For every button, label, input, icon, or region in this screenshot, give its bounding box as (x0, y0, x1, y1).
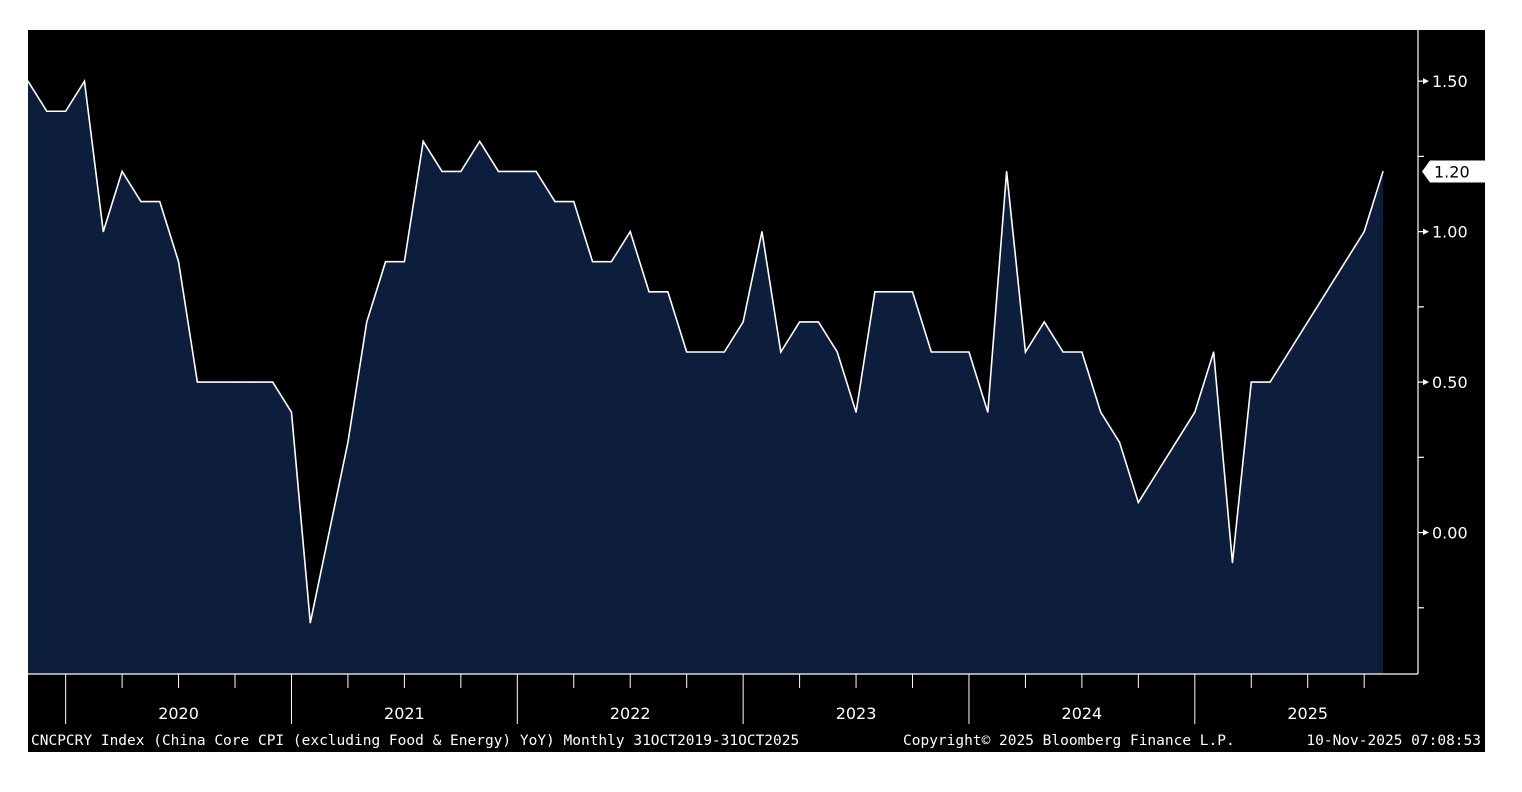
data-point (1100, 411, 1102, 413)
y-tick-marker (1423, 379, 1429, 386)
data-point (65, 110, 67, 112)
data-point (535, 170, 537, 173)
plot-area (27, 78, 1384, 674)
x-tick-label: 2022 (610, 704, 651, 723)
data-point (253, 381, 255, 383)
data-point (1175, 441, 1177, 443)
data-point (441, 170, 443, 173)
data-point (1081, 351, 1083, 353)
last-value-marker: 1.20 (1422, 160, 1488, 183)
data-point (121, 170, 123, 173)
data-point (1363, 231, 1365, 233)
data-point (309, 622, 311, 624)
data-point (1194, 411, 1196, 413)
y-tick-marker (1423, 529, 1429, 536)
data-point (272, 381, 274, 383)
footer-description: CNCPCRY Index (China Core CPI (excluding… (31, 733, 799, 749)
data-point (1043, 321, 1045, 323)
data-point (911, 291, 914, 293)
data-point (516, 170, 518, 173)
last-value-box (1422, 160, 1488, 183)
data-point (780, 351, 782, 353)
series-area-fill (28, 81, 1383, 674)
x-tick-label: 2024 (1062, 704, 1103, 723)
data-point (1213, 351, 1215, 353)
data-point (1118, 441, 1121, 443)
data-point (723, 351, 725, 353)
data-point (196, 381, 198, 383)
data-point (968, 351, 970, 353)
data-point (591, 261, 594, 263)
data-point (102, 231, 104, 233)
data-point (686, 351, 688, 353)
data-point (667, 291, 669, 293)
data-point (159, 200, 161, 203)
data-point (893, 291, 895, 293)
data-point (1344, 261, 1346, 263)
data-point (497, 170, 500, 173)
data-point (704, 351, 707, 353)
data-point (817, 321, 820, 323)
x-tick-label: 2023 (836, 704, 877, 723)
y-tick-label: 0.00 (1432, 524, 1468, 543)
data-point (1288, 351, 1290, 353)
data-point (1156, 471, 1158, 473)
data-point (855, 411, 857, 413)
data-point (987, 411, 989, 413)
data-point (799, 321, 801, 323)
data-point (384, 261, 387, 263)
data-point (1137, 501, 1139, 504)
footer: CNCPCRY Index (China Core CPI (excluding… (31, 733, 1481, 749)
data-point (83, 80, 86, 82)
y-tick-marker (1423, 228, 1429, 235)
data-point (1024, 351, 1027, 353)
data-point (648, 291, 650, 293)
x-tick-label: 2021 (384, 704, 425, 723)
data-point (403, 261, 405, 263)
last-value-label: 1.20 (1434, 162, 1470, 181)
data-point (479, 140, 481, 142)
data-point (1062, 351, 1064, 353)
data-point (215, 381, 217, 383)
y-tick-label: 1.50 (1432, 72, 1468, 91)
data-point (1307, 321, 1309, 323)
data-point (1325, 291, 1328, 293)
data-point (930, 351, 932, 353)
data-point (347, 441, 349, 443)
data-point (1269, 381, 1271, 383)
data-point (573, 200, 575, 203)
data-point (610, 261, 613, 263)
data-point (949, 351, 951, 353)
y-axis: 1.50 1.00 0.50 0.00 (1417, 30, 1468, 674)
data-point (1250, 381, 1252, 383)
data-point (460, 170, 462, 173)
data-point (836, 351, 838, 353)
x-tick-label: 2025 (1287, 704, 1328, 723)
footer-timestamp: 10-Nov-2025 07:08:53 (1306, 733, 1481, 749)
data-point (1382, 170, 1384, 173)
x-tick-label: 2020 (158, 704, 199, 723)
data-point (328, 531, 330, 534)
data-point (761, 231, 763, 233)
data-point (1006, 170, 1008, 173)
data-point (874, 291, 876, 293)
data-point (177, 261, 180, 263)
x-axis: 2020 2021 2022 2023 2024 2025 (28, 673, 1418, 724)
footer-copyright: Copyright© 2025 Bloomberg Finance L.P. (903, 733, 1235, 749)
data-point (366, 321, 368, 323)
data-point (422, 140, 424, 142)
data-point (290, 411, 293, 413)
data-point (46, 110, 48, 112)
y-tick-label: 1.00 (1432, 223, 1468, 242)
data-point (742, 321, 744, 323)
y-tick-label: 0.50 (1432, 373, 1468, 392)
data-point (27, 80, 29, 82)
data-point (1231, 562, 1234, 564)
y-tick-marker (1423, 78, 1429, 85)
data-point (554, 200, 556, 203)
data-point (629, 231, 631, 233)
data-point (140, 200, 142, 203)
data-point (234, 381, 236, 383)
